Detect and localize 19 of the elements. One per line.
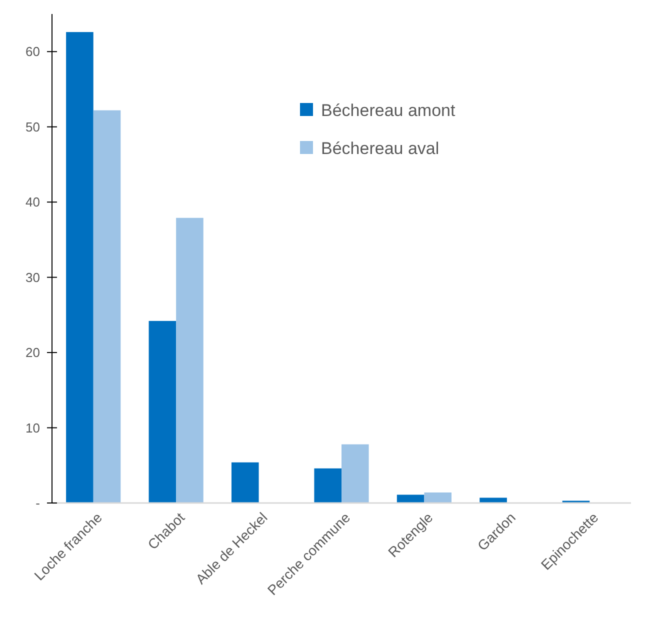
- y-tick-label: 30: [26, 270, 40, 285]
- y-tick-label: 10: [26, 420, 40, 436]
- bar: [93, 110, 121, 503]
- bar: [148, 320, 176, 503]
- bar: [396, 494, 424, 503]
- bar: [342, 444, 369, 503]
- y-tick-label: 50: [26, 119, 40, 134]
- y-tick-label: 60: [26, 44, 40, 60]
- bar: [176, 218, 204, 503]
- bar: [231, 462, 259, 503]
- bar: [314, 468, 342, 503]
- bar: [66, 32, 94, 503]
- bar: [480, 498, 507, 503]
- legend-label: Béchereau aval: [321, 138, 440, 158]
- legend-label: Béchereau amont: [321, 100, 456, 120]
- y-tick-label: -: [36, 496, 40, 511]
- bar: [424, 492, 452, 503]
- y-tick-label: 20: [26, 345, 40, 360]
- y-tick-label: 40: [26, 194, 40, 210]
